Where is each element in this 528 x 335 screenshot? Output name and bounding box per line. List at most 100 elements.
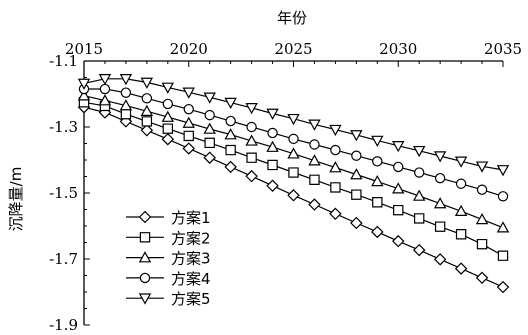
data-point xyxy=(161,110,175,122)
series-layer xyxy=(77,74,510,294)
data-point xyxy=(245,103,258,115)
data-point xyxy=(225,144,236,156)
data-point xyxy=(287,189,300,202)
y-axis-title: 沉降量/m xyxy=(7,167,25,232)
data-point xyxy=(203,92,216,104)
legend-marker xyxy=(138,251,152,263)
data-point xyxy=(99,83,111,95)
data-point xyxy=(414,167,425,178)
x-tick-label: 2035 xyxy=(484,40,522,58)
data-point xyxy=(266,108,279,120)
y-tick-label: -1.5 xyxy=(49,184,78,202)
data-point xyxy=(434,221,446,232)
legend-label: 方案1 xyxy=(171,209,211,227)
data-point xyxy=(433,197,447,209)
y-tick-label: -1.7 xyxy=(49,250,78,268)
data-point xyxy=(351,150,362,161)
data-point xyxy=(308,198,321,211)
data-point xyxy=(455,178,467,189)
axes: 2015 2020 2025 2030 2035 -1.1 -1.3 -1.5 -1.7 -1.9 xyxy=(49,40,522,334)
data-point xyxy=(120,108,132,120)
data-point xyxy=(77,78,91,90)
data-point xyxy=(119,74,133,86)
x-tick-label: 2020 xyxy=(170,40,208,58)
series-5 xyxy=(77,74,510,177)
data-point xyxy=(162,123,173,134)
data-point xyxy=(329,207,342,221)
legend-label: 方案5 xyxy=(171,290,211,308)
data-point xyxy=(287,113,300,126)
data-point xyxy=(141,116,153,127)
data-point xyxy=(161,132,175,146)
legend-label: 方案2 xyxy=(171,229,211,247)
data-point xyxy=(434,172,446,184)
data-point xyxy=(119,99,133,111)
data-point xyxy=(246,152,257,163)
data-point xyxy=(329,124,342,137)
data-point xyxy=(371,175,384,187)
data-point xyxy=(412,145,426,158)
y-tick-label: -1.3 xyxy=(49,118,78,136)
series-2 xyxy=(78,97,509,261)
data-point xyxy=(476,184,488,195)
data-point xyxy=(497,191,509,202)
data-point xyxy=(267,159,278,171)
data-point xyxy=(392,141,405,153)
data-point xyxy=(98,94,112,106)
legend-label: 方案4 xyxy=(171,270,211,288)
data-point xyxy=(454,156,468,168)
y-tick-label: -1.9 xyxy=(49,316,78,334)
x-tick-label: 2030 xyxy=(379,40,417,58)
data-point xyxy=(204,137,215,149)
data-point xyxy=(371,225,384,239)
data-point xyxy=(245,134,258,146)
data-point xyxy=(183,130,194,142)
data-point xyxy=(224,160,237,174)
data-point xyxy=(308,119,321,131)
data-point xyxy=(182,142,195,155)
legend-marker xyxy=(138,293,152,305)
data-point xyxy=(392,182,405,194)
data-point xyxy=(98,74,112,86)
data-point xyxy=(392,234,405,248)
data-point xyxy=(267,127,278,139)
x-tick-label: 2015 xyxy=(65,40,103,58)
data-point xyxy=(454,262,468,275)
data-point xyxy=(182,87,195,99)
data-point xyxy=(77,89,91,101)
data-point xyxy=(309,174,320,185)
series-3 xyxy=(77,89,510,233)
data-point xyxy=(433,253,447,266)
data-point xyxy=(351,189,362,200)
legend-marker xyxy=(138,210,152,224)
data-point xyxy=(246,121,257,133)
data-point xyxy=(308,154,321,166)
legend-marker xyxy=(139,272,151,284)
data-point xyxy=(414,213,425,224)
data-point xyxy=(203,151,216,164)
data-point xyxy=(475,212,489,225)
data-point xyxy=(140,104,154,116)
data-point xyxy=(330,144,341,156)
data-point xyxy=(372,197,383,208)
data-point xyxy=(204,109,215,121)
data-point xyxy=(266,140,279,152)
data-point xyxy=(454,204,468,216)
series-1 xyxy=(77,100,510,294)
series-4 xyxy=(78,83,509,202)
data-point xyxy=(288,133,299,145)
data-point xyxy=(162,98,173,110)
data-point xyxy=(496,165,510,177)
data-point xyxy=(182,116,195,128)
legend-marker xyxy=(139,232,151,243)
data-point xyxy=(287,147,300,159)
data-point xyxy=(161,82,175,94)
x-axis-title: 年份 xyxy=(277,9,307,27)
legend: 方案1 方案2 方案3 方案4 方案5 xyxy=(126,209,211,308)
data-point xyxy=(372,156,383,167)
data-point xyxy=(141,93,153,104)
data-point xyxy=(140,124,154,137)
y-tick-label: -1.1 xyxy=(49,52,78,70)
data-point xyxy=(330,182,341,193)
